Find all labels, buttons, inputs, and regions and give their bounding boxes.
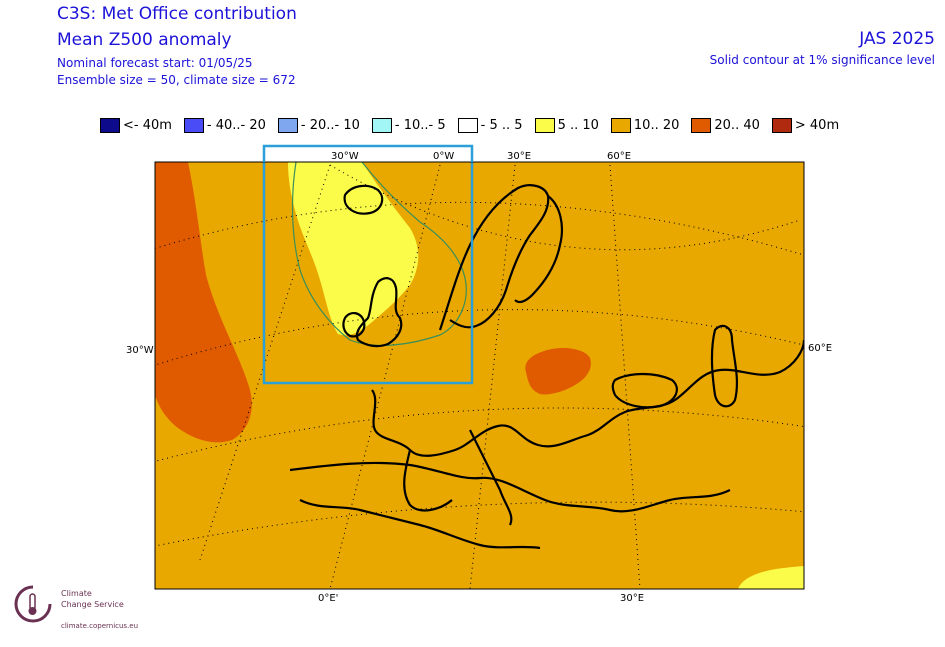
legend-label: 20.. 40 [714,117,760,133]
grid-label-bottom: 30°E [620,593,645,604]
significance-note: Solid contour at 1% significance level [709,53,935,67]
legend-label: - 10..- 5 [394,117,446,133]
grid-label-top: 30°W [331,151,359,162]
legend-swatch [371,117,392,133]
legend-label: - 20..- 10 [300,117,360,133]
anomaly-region-5-10-southeast [738,566,804,589]
forecast-start-text: Nominal forecast start: 01/05/25 [57,56,253,70]
legend-swatch [277,117,298,133]
copernicus-logo: Climate Change Service climate.copernicu… [13,584,143,634]
grid-label-top: 0°W [433,151,455,162]
legend-label: > 40m [794,117,840,133]
anomaly-region-20-40-atlantic [155,162,252,443]
legend-swatch [534,117,555,133]
grid-label-right: 60°E [808,343,833,354]
legend-item: - 20..- 10 [277,117,360,133]
legend-item: - 10..- 5 [371,117,446,133]
chart-subtitle: Mean Z500 anomaly [57,30,232,50]
grid-label-bottom: 0°E' [318,593,339,604]
legend-item: <- 40m [100,117,172,133]
legend-label: 5 .. 10 [557,117,599,133]
chart-title: C3S: Met Office contribution [57,4,297,24]
map-graticule [155,164,804,589]
highlight-box-top [262,144,474,162]
map-frame [154,161,805,590]
season-label: JAS 2025 [859,29,935,49]
grid-label-top: 30°E [507,151,532,162]
logo-text: Climate Change Service [61,588,124,610]
legend-label: <- 40m [123,117,172,133]
legend-label: - 40..- 20 [206,117,266,133]
legend-item: 20.. 40 [691,117,760,133]
coastlines [289,184,804,550]
grid-label-top: 60°E [607,151,632,162]
logo-line-1: Climate [61,589,92,598]
legend-item: - 5 .. 5 [457,117,523,133]
significance-contour [291,162,467,347]
anomaly-region-20-40-east-europe [525,348,591,395]
legend-swatch [457,117,478,133]
legend-swatch [691,117,712,133]
legend-swatch [610,117,631,133]
color-legend: <- 40m - 40..- 20 - 20..- 10 - 10..- 5 -… [100,115,851,135]
highlight-region-box [262,162,474,385]
grid-label-left: 30°W [126,345,154,356]
legend-item: > 40m [771,117,840,133]
legend-item: 10.. 20 [610,117,680,133]
legend-label: 10.. 20 [633,117,680,133]
legend-swatch [771,117,792,133]
legend-label: - 5 .. 5 [480,117,523,133]
legend-swatch [100,117,120,133]
legend-swatch [183,117,204,133]
legend-item: - 40..- 20 [183,117,266,133]
climate-change-service-logo-icon [14,585,52,623]
ensemble-size-text: Ensemble size = 50, climate size = 672 [57,73,296,87]
logo-line-2: Change Service [61,600,124,609]
legend-item: 5 .. 10 [534,117,599,133]
logo-url: climate.copernicus.eu [61,622,139,630]
